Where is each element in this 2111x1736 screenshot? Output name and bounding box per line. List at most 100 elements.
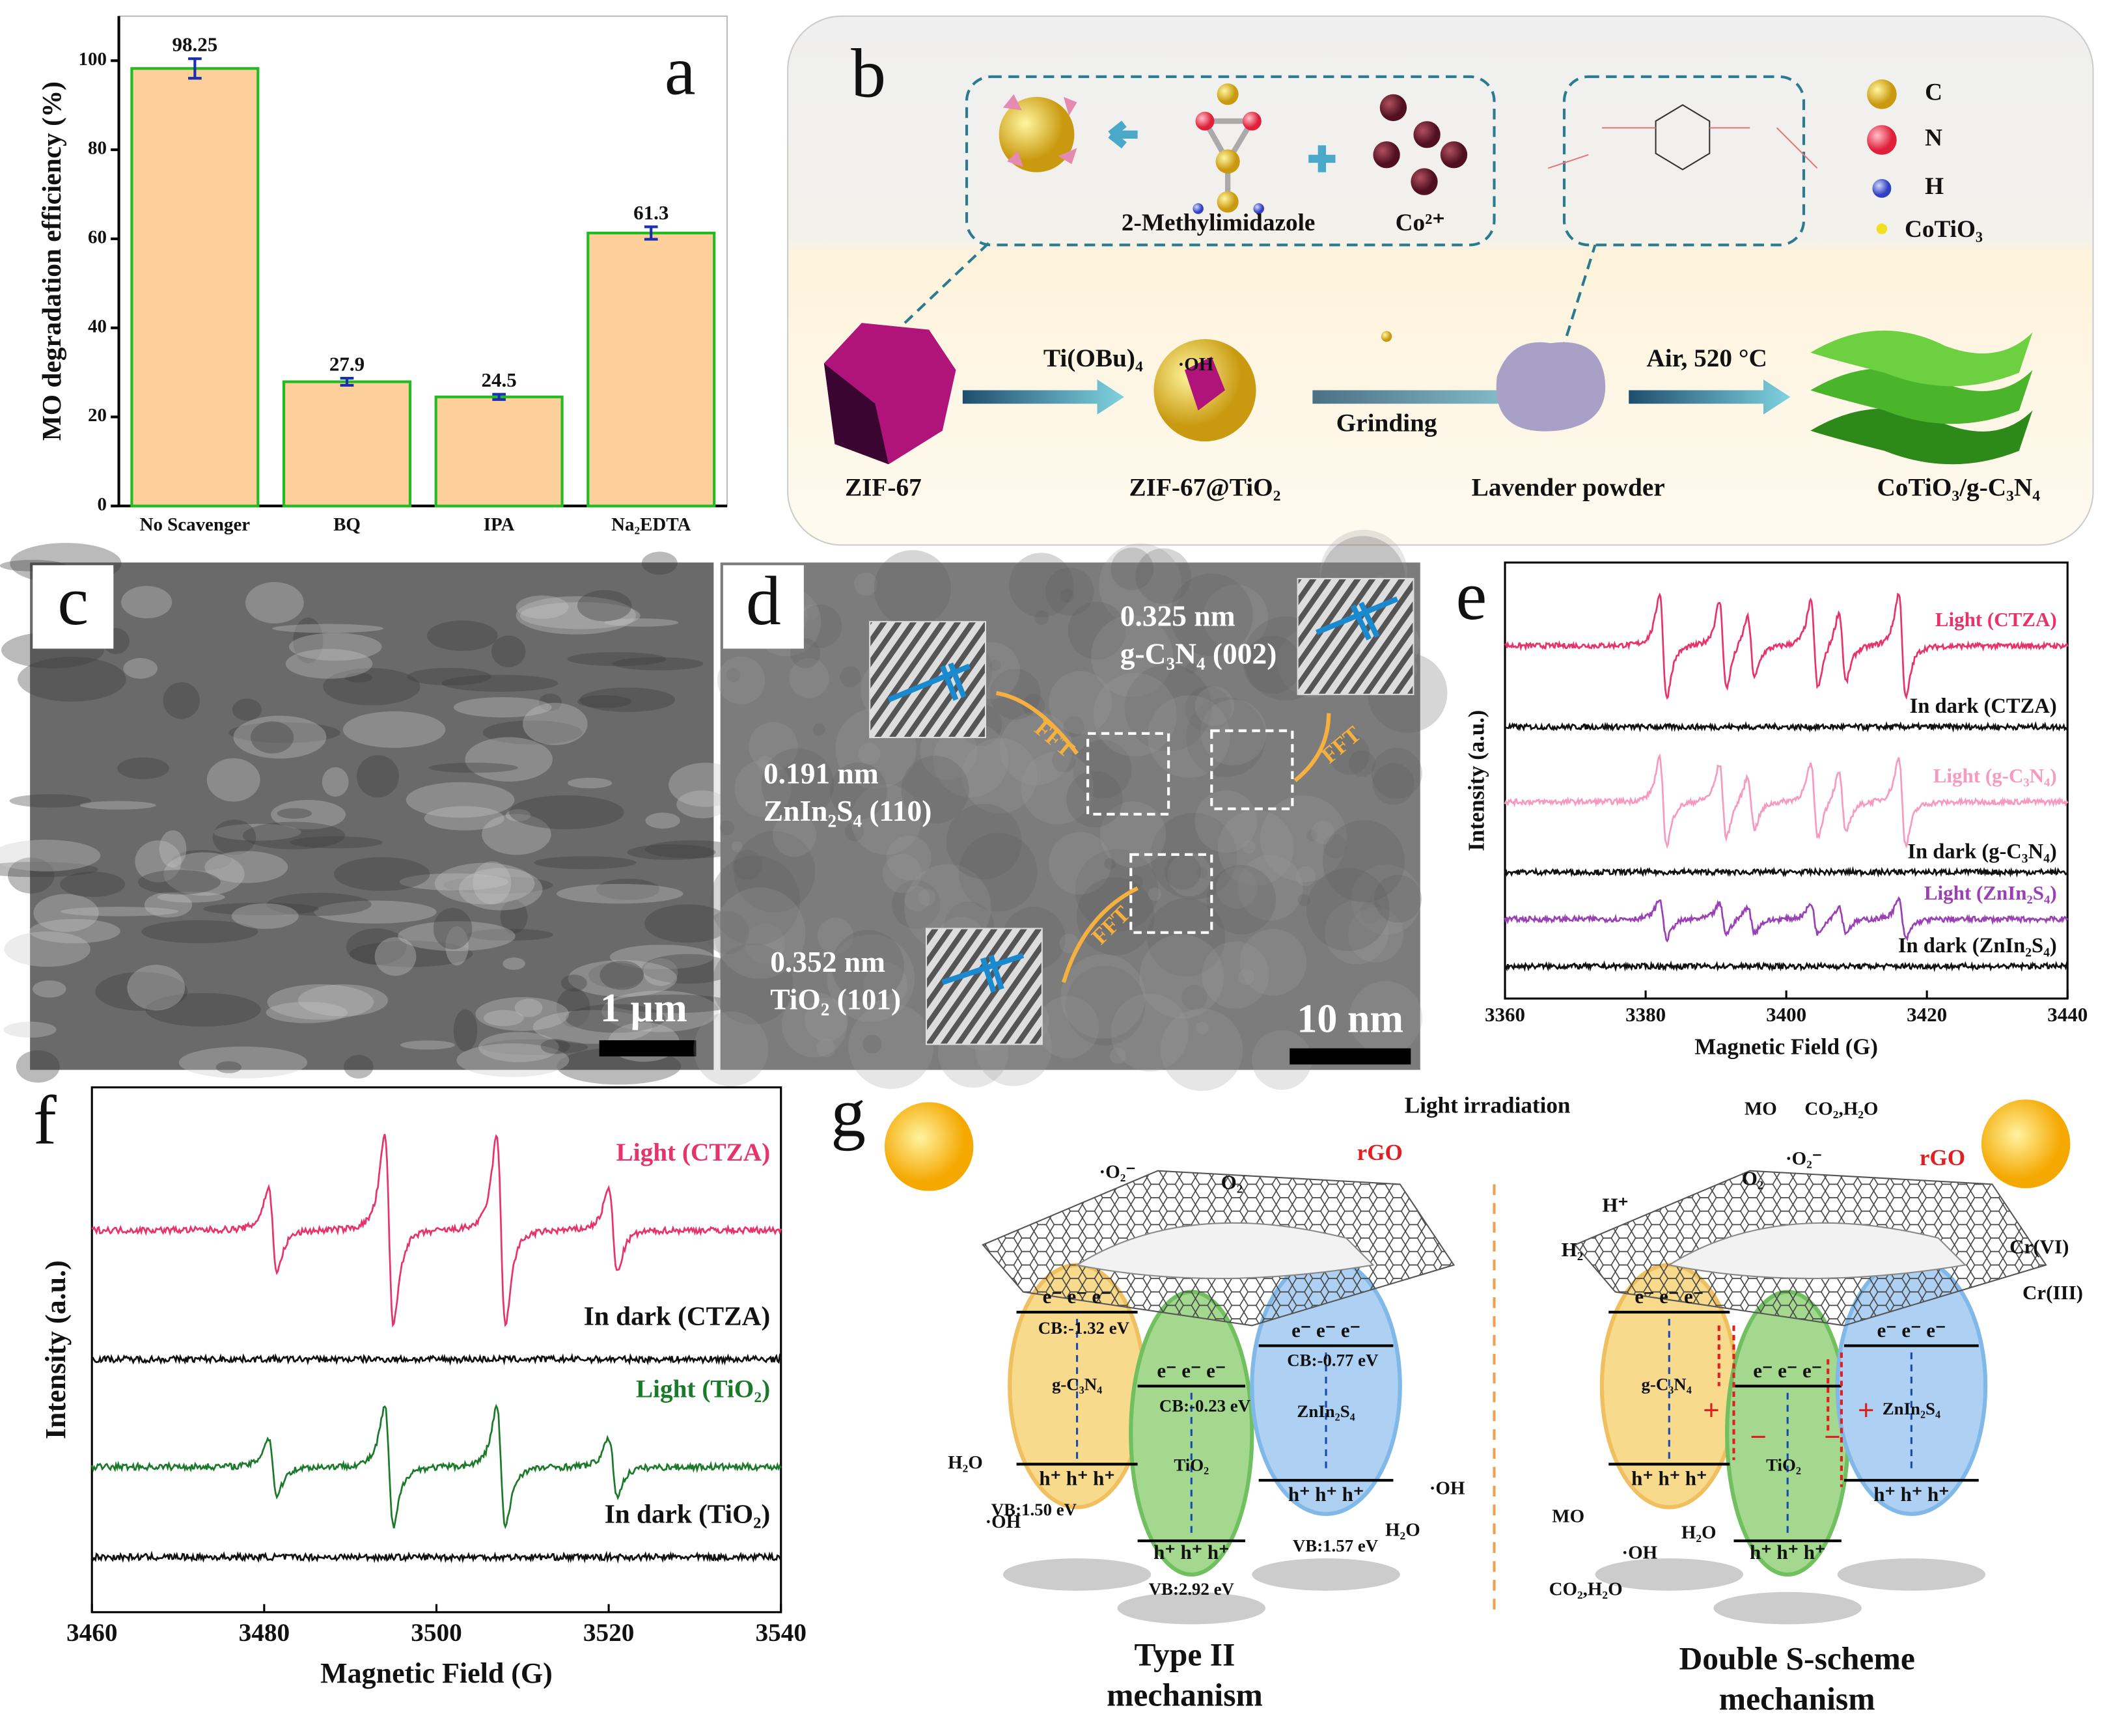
flake (285, 648, 373, 679)
x-tick-label: 3400 (1766, 1003, 1806, 1026)
grain (772, 813, 817, 857)
grain (1202, 941, 1269, 1009)
ligand-label: 2-Methylimidazole (1122, 210, 1316, 236)
vb-level: VB:1.50 eV (991, 1500, 1077, 1519)
grain (1049, 832, 1112, 895)
flake (434, 862, 535, 905)
flake (374, 937, 417, 976)
cb-level: CB:-1.32 eV (1038, 1318, 1130, 1338)
core (1184, 356, 1225, 411)
panel-label: a (665, 33, 696, 110)
grain (726, 668, 741, 683)
flake (163, 682, 200, 719)
flake (33, 980, 66, 998)
grain (1347, 907, 1404, 963)
grain (1147, 898, 1226, 977)
interface (1717, 1325, 1843, 1487)
stage-label: ZIF-67@TiO₂ (1129, 474, 1280, 502)
flake (428, 762, 518, 773)
grain (731, 841, 743, 853)
flake (534, 856, 637, 870)
flake (441, 674, 559, 692)
flake (641, 551, 678, 575)
fringe-spacing: 0.325 nm (1120, 599, 1235, 632)
grain (1194, 686, 1235, 726)
cb-level: CB:-0.77 eV (1287, 1350, 1379, 1370)
grain (989, 659, 1001, 671)
series-label: Light (TiO₂) (636, 1375, 770, 1403)
grain (1066, 771, 1123, 828)
stage-label: CoTiO₃/g-C₃N₄ (1877, 474, 2040, 502)
panel-label: f (33, 1082, 57, 1159)
holes: h⁺ h⁺ h⁺ (1873, 1483, 1949, 1506)
flake (467, 928, 553, 941)
grain (1252, 1030, 1312, 1090)
bar (130, 67, 260, 508)
flake (643, 958, 678, 986)
value-label: 24.5 (481, 368, 516, 391)
shadow (1595, 1558, 1743, 1591)
grain (863, 962, 908, 1007)
sun (1981, 1099, 2071, 1189)
crystal-face (823, 363, 889, 465)
grain (1060, 588, 1075, 603)
grain (1260, 795, 1347, 883)
flake (135, 840, 182, 883)
grain (1164, 853, 1202, 890)
grain (732, 849, 762, 880)
flake (577, 590, 632, 622)
series-label: In dark (g-C₃N₄) (1907, 840, 2056, 863)
rgo-label: rGO (1357, 1140, 1403, 1165)
flake (514, 999, 543, 1017)
flake (612, 657, 704, 670)
flake (144, 892, 193, 918)
species: ·OH (1621, 1543, 1657, 1564)
grain (1239, 929, 1307, 996)
flake (0, 839, 101, 872)
grain (882, 853, 922, 893)
grain (918, 889, 936, 906)
flake (157, 891, 225, 903)
flake (29, 918, 120, 944)
x-tick-label: 3480 (239, 1619, 290, 1647)
grain (1241, 840, 1256, 854)
fringe-marker (887, 596, 1399, 993)
holes: h⁺ h⁺ h⁺ (1631, 1467, 1707, 1489)
grain (1075, 849, 1159, 932)
grain (904, 885, 930, 912)
grain (1076, 877, 1155, 956)
shadow (1002, 1558, 1152, 1591)
flake (61, 907, 178, 916)
grain (1203, 585, 1269, 650)
flake (4, 931, 90, 967)
sem-texture (0, 543, 743, 1085)
grain (1045, 567, 1094, 616)
flake (475, 997, 570, 1031)
species: ·O₂⁻ (1786, 1148, 1822, 1169)
shadow (1252, 1558, 1400, 1591)
flake (453, 697, 552, 718)
species: CO₂,H₂O (1549, 1578, 1623, 1599)
grain (1371, 747, 1422, 799)
flake (18, 657, 126, 702)
grain (1167, 852, 1212, 897)
grain (946, 803, 1022, 879)
flake (345, 672, 373, 683)
shadow (1837, 1558, 1986, 1591)
flake (478, 1032, 559, 1062)
holes: h⁺ h⁺ h⁺ (1039, 1467, 1114, 1489)
electrons: e⁻ e⁻ e⁻ (1877, 1319, 1946, 1342)
charge-plus: + (1703, 1393, 1720, 1426)
x-tick-label: 3420 (1907, 1003, 1947, 1026)
flake (532, 1010, 653, 1044)
flake (95, 972, 188, 1011)
flake (483, 1010, 524, 1026)
flake (503, 957, 525, 971)
legend-label: C (1925, 79, 1942, 105)
flake (516, 595, 569, 619)
flake (609, 944, 714, 970)
species: ·O₂⁻ (1099, 1161, 1136, 1182)
y-tick-label: 0 (97, 494, 106, 515)
grain (1052, 749, 1076, 773)
flake (399, 873, 509, 890)
